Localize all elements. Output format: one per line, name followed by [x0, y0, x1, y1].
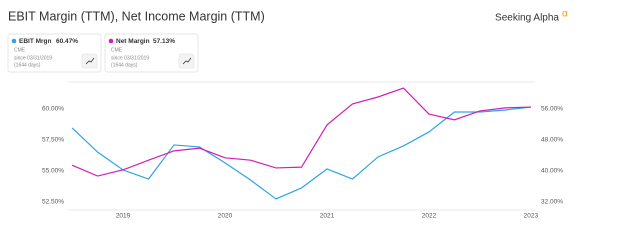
series-line [71, 87, 531, 177]
legend-days: (1644 days) [111, 62, 138, 68]
series-line [71, 106, 531, 200]
x-tick-label: 2023 [524, 213, 539, 220]
x-tick-label: 2022 [422, 213, 437, 220]
legend-name: Net Margin [116, 38, 150, 45]
legend-source: CME [111, 47, 123, 53]
brand: Seeking Alpha [495, 13, 559, 24]
x-tick-label: 2019 [116, 213, 131, 220]
chart-title: EBIT Margin (TTM), Net Income Margin (TT… [8, 9, 265, 23]
legend-since: since 03/31/2019 [14, 55, 52, 61]
legend-since: since 03/31/2019 [111, 55, 149, 61]
legend-box [7, 33, 102, 73]
legend-dot [108, 38, 114, 44]
legend-latest: 57.13% [153, 38, 175, 45]
chart: EBIT Margin (TTM), Net Income Margin (TT… [7, 9, 568, 220]
y2-tick-label: 32.00% [541, 199, 563, 206]
y2-tick-label: 40.00% [541, 168, 563, 175]
y-tick-label: 55.00% [42, 168, 64, 175]
legend-name: EBIT Mrgn [19, 38, 52, 45]
brand-logo: α [562, 9, 568, 20]
legend-source: CME [14, 47, 26, 53]
legend-latest: 60.47% [56, 38, 78, 45]
y2-tick-label: 56.00% [541, 106, 563, 113]
legend-dot [11, 38, 17, 44]
legend-days: (1644 days) [14, 62, 41, 68]
y-tick-label: 52.50% [42, 199, 64, 206]
y2-tick-label: 48.00% [541, 137, 563, 144]
legend-box [104, 33, 199, 73]
y-tick-label: 57.50% [42, 137, 64, 144]
y-tick-label: 60.00% [42, 106, 64, 113]
x-tick-label: 2020 [218, 213, 233, 220]
legend-icon-line [182, 57, 192, 65]
legend-icon-line [85, 57, 95, 65]
x-tick-label: 2021 [320, 213, 335, 220]
